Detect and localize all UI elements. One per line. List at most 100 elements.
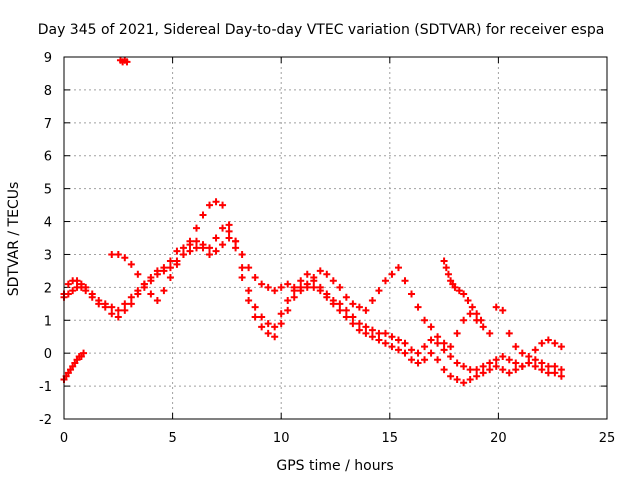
data-point [316,287,324,295]
data-point [147,277,155,285]
data-point [355,303,363,311]
series-2 [108,198,565,360]
data-point [421,343,429,351]
data-point [238,250,246,258]
data-point [206,250,214,258]
data-point [414,359,422,367]
data-point [153,270,161,278]
x-tick-label: 20 [490,431,507,446]
data-point [303,283,311,291]
data-point [108,303,116,311]
data-point [427,336,435,344]
data-point [492,356,500,364]
x-tick-label: 10 [273,431,290,446]
data-point [342,313,350,321]
data-point [336,300,344,308]
data-point [505,329,513,337]
data-point [160,287,168,295]
data-point [219,224,227,232]
y-tick-label: 3 [44,248,52,263]
data-point [512,366,520,374]
y-tick-label: 0 [44,347,52,362]
data-point [486,366,494,374]
data-point [264,320,272,328]
data-point [401,349,409,357]
data-point [451,283,459,291]
data-point [95,300,103,308]
data-point [468,303,476,311]
y-tick-label: 9 [44,51,52,66]
data-point [277,283,285,291]
data-point [238,264,246,272]
data-point [290,293,298,301]
grid [64,57,607,419]
series-3 [440,257,485,324]
data-point [336,283,344,291]
data-point [557,366,565,374]
data-point [245,297,253,305]
data-point [329,277,337,285]
data-point [258,323,266,331]
data-point [179,250,187,258]
data-point [440,366,448,374]
data-point [166,257,174,265]
data-point [225,234,233,242]
data-point [531,362,539,370]
data-point [381,277,389,285]
data-point [440,339,448,347]
data-point [486,329,494,337]
x-tick-label: 0 [60,431,68,446]
data-point [64,280,72,288]
data-point [434,339,442,347]
data-point [453,376,461,384]
data-point [505,369,513,377]
data-point [477,316,485,324]
data-point [251,273,259,281]
data-point [531,356,539,364]
data-point [440,346,448,354]
data-point [388,343,396,351]
series-4 [60,349,88,384]
y-tick-label: 7 [44,117,52,132]
data-point [349,313,357,321]
data-point [538,366,546,374]
data-point [479,362,487,370]
data-point [479,369,487,377]
data-point [512,343,520,351]
data-point [206,201,214,209]
data-point [238,273,246,281]
data-point [134,290,142,298]
data-point [453,359,461,367]
data-point [271,323,279,331]
data-point [362,306,370,314]
data-point [444,270,452,278]
data-point [114,306,122,314]
series-0 [60,224,565,374]
series-5 [116,56,131,66]
data-point [264,283,272,291]
data-point [525,352,533,360]
data-point [473,372,481,380]
data-point [251,313,259,321]
data-point [362,329,370,337]
data-point [408,346,416,354]
data-point [414,303,422,311]
data-point [153,297,161,305]
data-point [375,329,383,337]
data-point [147,290,155,298]
data-point [394,346,402,354]
data-point [127,300,135,308]
data-point [336,306,344,314]
data-point [447,343,455,351]
data-point [127,293,135,301]
data-point [173,260,181,268]
data-point [199,211,207,219]
data-point [127,260,135,268]
data-point [69,287,77,295]
data-point [518,349,526,357]
data-point [134,270,142,278]
data-point [82,287,90,295]
data-point [114,313,122,321]
data-point [544,362,552,370]
